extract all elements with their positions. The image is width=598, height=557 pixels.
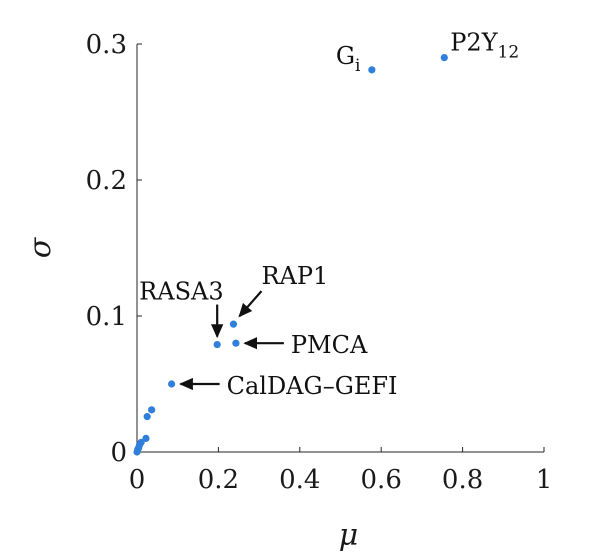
data-point — [167, 380, 176, 388]
x-tick-label: 0 — [129, 465, 146, 495]
x-tick-label: 0.6 — [361, 465, 402, 495]
annotations: Gi P2Y12 RASA3 RAP1 PMCA CalDAG–GEFI — [139, 29, 519, 400]
data-points — [133, 54, 448, 456]
annotation-label-rasa3: RASA3 — [139, 278, 223, 306]
x-tick-label: 0.4 — [279, 465, 320, 495]
annotation-label-gi: Gi — [336, 42, 361, 76]
data-point — [143, 413, 151, 421]
annotation-label-rap1: RAP1 — [261, 262, 328, 290]
annotation-label-pmca: PMCA — [291, 331, 368, 359]
data-point — [137, 438, 145, 447]
axes: 0 0.2 0.4 0.6 0.8 1 0 0.1 0.2 0.3 μ σ — [23, 30, 552, 553]
x-tick-label: 0.2 — [198, 465, 239, 495]
y-tick-label: 0.1 — [86, 302, 127, 332]
data-point — [440, 54, 448, 62]
annotation-label-p2y12: P2Y12 — [450, 29, 519, 63]
annotation-arrow-rap1 — [238, 290, 263, 318]
y-axis-label: σ — [23, 236, 58, 258]
y-tick-label: 0.3 — [86, 30, 127, 60]
y-tick-label: 0 — [110, 438, 127, 468]
y-tick-label: 0.2 — [86, 166, 127, 196]
x-axis-label: μ — [339, 518, 359, 553]
x-tick-label: 1 — [536, 465, 553, 495]
annotation-label-caldag-gefi: CalDAG–GEFI — [227, 372, 398, 400]
x-tick-label: 0.8 — [442, 465, 483, 495]
data-point — [368, 66, 376, 74]
data-point — [148, 406, 156, 414]
data-point — [229, 320, 238, 328]
data-point — [213, 340, 221, 349]
data-point — [142, 434, 150, 442]
data-point — [232, 339, 240, 347]
